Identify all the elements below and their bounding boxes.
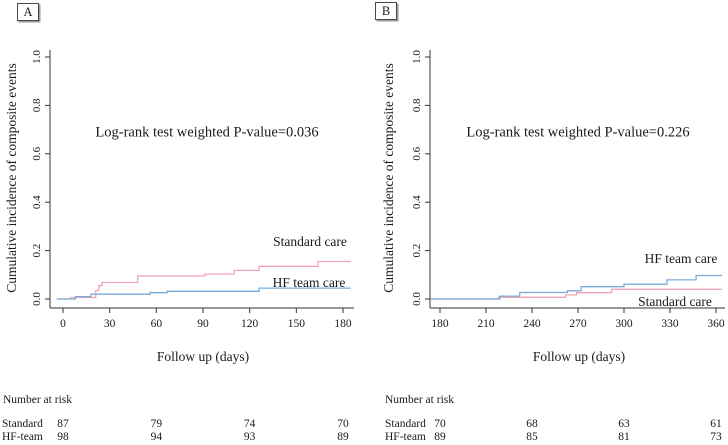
panel-letter-box: B <box>375 2 397 20</box>
risk-count: 63 <box>618 418 630 430</box>
risk-count: 70 <box>337 418 349 430</box>
risk-row-label: HF-team <box>385 431 426 443</box>
x-tick-label: 240 <box>523 318 541 330</box>
risk-count: 98 <box>57 431 69 443</box>
y-tick-label: 0.6 <box>31 146 43 160</box>
x-tick-label: 270 <box>569 318 587 330</box>
y-tick-label: 1.0 <box>411 50 423 64</box>
y-tick-label: 0.2 <box>31 244 43 258</box>
panel-letter: A <box>23 4 33 19</box>
x-tick-label: 90 <box>197 318 209 330</box>
risk-count: 94 <box>150 431 163 443</box>
x-tick-label: 360 <box>707 318 725 330</box>
risk-row-label: Standard <box>385 418 426 430</box>
x-axis-title: Follow up (days) <box>532 349 626 364</box>
step-curve <box>430 274 723 300</box>
x-tick-label: 60 <box>151 318 163 330</box>
risk-count: 81 <box>618 431 630 443</box>
x-axis-title: Follow up (days) <box>156 349 250 364</box>
risk-count: 70 <box>434 418 446 430</box>
y-tick-label: 0.0 <box>31 292 43 306</box>
x-tick-label: 150 <box>288 318 306 330</box>
x-tick-label: 300 <box>615 318 633 330</box>
panel-letter: B <box>381 3 391 18</box>
series-label: HF team care <box>644 251 718 266</box>
pvalue-annotation: Log-rank test weighted P-value=0.036 <box>95 124 319 141</box>
pvalue-annotation: Log-rank test weighted P-value=0.226 <box>466 124 690 141</box>
x-tick-label: 180 <box>334 318 352 330</box>
risk-count: 93 <box>243 431 256 443</box>
y-tick-label: 0.8 <box>411 98 423 112</box>
y-tick-label: 0.4 <box>411 195 423 209</box>
risk-count: 73 <box>710 431 722 443</box>
series-label: Standard care <box>273 234 347 249</box>
chart-svg: 0.0 0.2 0.4 0.6 0.8 1.0 180 210 240 270 300 330 360 <box>411 50 725 330</box>
step-curve <box>56 260 351 300</box>
y-tick-label: 0.6 <box>411 146 423 160</box>
y-tick-label: 0.8 <box>31 98 43 112</box>
y-tick-label: 0.0 <box>411 292 423 306</box>
step-curve <box>430 288 723 300</box>
x-tick-label: 330 <box>661 318 679 330</box>
panel-a: A Cumulative incidence of composite even… <box>2 3 354 443</box>
number-at-risk-title: Number at risk <box>3 394 72 406</box>
series-label: HF team care <box>272 275 346 290</box>
step-curve <box>56 287 351 300</box>
risk-count: 87 <box>57 418 69 430</box>
chart-svg: 0.0 0.2 0.4 0.6 0.8 1.0 0 30 60 90 120 150 180 <box>31 50 354 330</box>
panel-letter-box: A <box>17 3 39 21</box>
risk-count: 85 <box>526 431 538 443</box>
number-at-risk-title: Number at risk <box>385 394 454 406</box>
risk-row-label: Standard <box>2 418 43 430</box>
risk-count: 79 <box>150 418 163 430</box>
x-tick-label: 120 <box>241 318 259 330</box>
x-tick-label: 0 <box>60 318 66 330</box>
panel-b: B Cumulative incidence of composite even… <box>364 0 728 445</box>
risk-count: 89 <box>337 431 349 443</box>
risk-count: 89 <box>434 431 446 443</box>
y-tick-label: 0.4 <box>31 195 43 209</box>
risk-count: 68 <box>526 418 538 430</box>
series-label: Standard care <box>638 294 712 309</box>
y-tick-label: 0.2 <box>411 244 423 258</box>
x-tick-label: 180 <box>431 318 449 330</box>
x-tick-label: 30 <box>104 318 116 330</box>
risk-row-label: HF-team <box>2 431 43 443</box>
risk-count: 61 <box>710 418 722 430</box>
y-tick-label: 1.0 <box>31 50 43 64</box>
risk-count: 74 <box>243 418 256 430</box>
x-tick-label: 210 <box>477 318 495 330</box>
